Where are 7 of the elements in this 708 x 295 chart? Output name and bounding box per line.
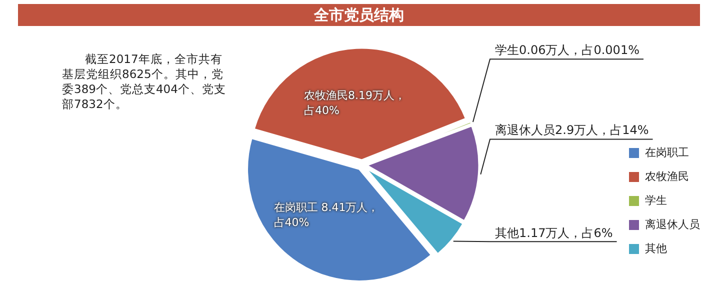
legend-label: 其他 <box>645 242 667 256</box>
chart-title: 全市党员结构 <box>18 4 700 26</box>
legend-label: 离退休人员 <box>645 218 700 232</box>
legend-label: 农牧渔民 <box>645 170 689 184</box>
text: 截至2017年底，全市共有基层党组织8625个。其中，党委389个、党总支404个、党支部7832个。 <box>62 52 227 112</box>
legend-label: 在岗职工 <box>645 146 689 160</box>
legend-label: 学生 <box>645 194 667 208</box>
